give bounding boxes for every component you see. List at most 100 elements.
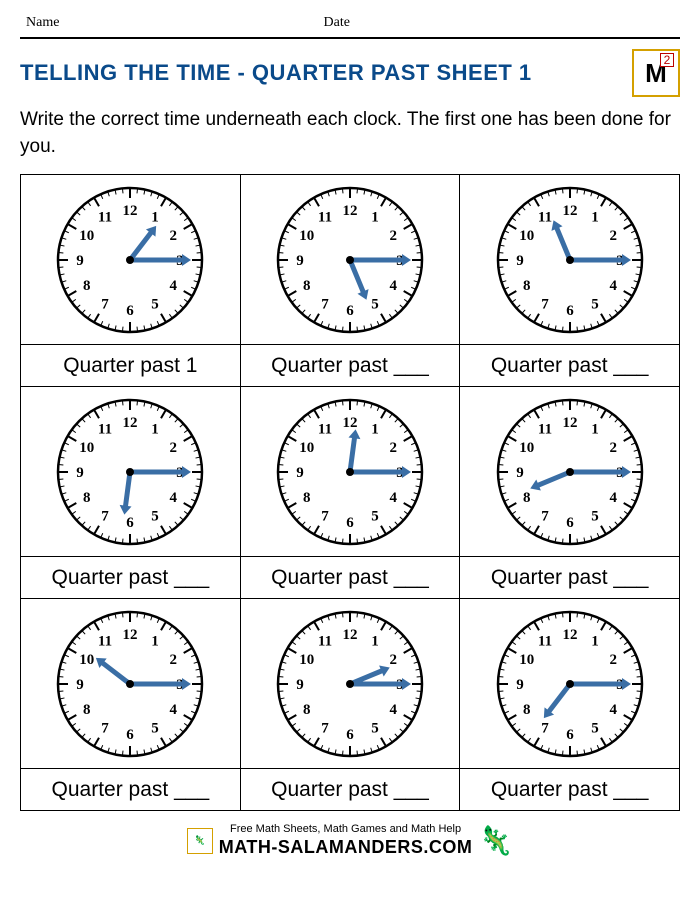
svg-text:1: 1 — [152, 633, 160, 649]
svg-text:5: 5 — [371, 508, 379, 524]
answer-value: ___ — [613, 566, 648, 589]
svg-text:12: 12 — [562, 415, 577, 431]
svg-text:4: 4 — [390, 490, 398, 506]
answer-prefix: Quarter past — [52, 566, 169, 589]
answer-cell[interactable]: Quarter past ___ — [21, 769, 241, 811]
svg-text:11: 11 — [98, 633, 112, 649]
svg-text:4: 4 — [170, 490, 178, 506]
svg-text:1: 1 — [371, 209, 379, 225]
svg-text:11: 11 — [538, 633, 552, 649]
svg-text:4: 4 — [170, 702, 178, 718]
svg-text:6: 6 — [127, 303, 135, 319]
svg-text:7: 7 — [321, 720, 329, 736]
svg-text:12: 12 — [123, 627, 138, 643]
svg-text:6: 6 — [566, 727, 574, 743]
answer-cell[interactable]: Quarter past ___ — [460, 345, 680, 387]
answer-prefix: Quarter past — [271, 778, 388, 801]
svg-text:2: 2 — [390, 440, 398, 456]
svg-text:6: 6 — [127, 727, 135, 743]
answer-value: ___ — [174, 778, 209, 801]
clock-face-icon: 123456789101112 — [50, 180, 210, 340]
svg-text:7: 7 — [102, 296, 110, 312]
svg-text:7: 7 — [541, 720, 549, 736]
footer-url: MATH-SALAMANDERS.COM — [219, 837, 473, 858]
svg-text:7: 7 — [541, 296, 549, 312]
answer-value: ___ — [613, 354, 648, 377]
svg-text:8: 8 — [303, 278, 311, 294]
answer-value: ___ — [394, 354, 429, 377]
svg-text:11: 11 — [98, 209, 112, 225]
answer-value: 1 — [186, 354, 198, 377]
svg-text:1: 1 — [371, 421, 379, 437]
answer-prefix: Quarter past — [271, 566, 388, 589]
svg-text:9: 9 — [296, 465, 304, 481]
svg-text:5: 5 — [371, 296, 379, 312]
answer-cell[interactable]: Quarter past ___ — [240, 557, 460, 599]
svg-text:9: 9 — [77, 253, 85, 269]
svg-text:5: 5 — [591, 720, 599, 736]
grade-number: 2 — [660, 53, 674, 67]
svg-text:12: 12 — [562, 203, 577, 219]
svg-text:11: 11 — [318, 633, 332, 649]
svg-text:6: 6 — [346, 303, 354, 319]
clock-cell: 123456789101112 — [240, 175, 460, 345]
clock-face-icon: 123456789101112 — [270, 604, 430, 764]
svg-text:8: 8 — [303, 490, 311, 506]
svg-text:4: 4 — [609, 278, 617, 294]
answer-cell[interactable]: Quarter past ___ — [240, 345, 460, 387]
clock-face-icon: 123456789101112 — [490, 180, 650, 340]
svg-text:5: 5 — [152, 508, 160, 524]
svg-text:11: 11 — [318, 421, 332, 437]
clock-cell: 123456789101112 — [460, 387, 680, 557]
svg-text:12: 12 — [342, 415, 357, 431]
svg-text:11: 11 — [98, 421, 112, 437]
clock-cell: 123456789101112 — [21, 599, 241, 769]
title-row: TELLING THE TIME - QUARTER PAST SHEET 1 … — [20, 49, 680, 97]
svg-text:1: 1 — [152, 209, 160, 225]
clock-face-icon: 123456789101112 — [270, 392, 430, 552]
svg-text:9: 9 — [516, 253, 524, 269]
answer-cell[interactable]: Quarter past ___ — [460, 557, 680, 599]
svg-text:7: 7 — [102, 720, 110, 736]
svg-text:11: 11 — [318, 209, 332, 225]
svg-text:6: 6 — [346, 727, 354, 743]
svg-text:12: 12 — [342, 203, 357, 219]
clock-cell: 123456789101112 — [21, 175, 241, 345]
date-field-label: Date — [324, 15, 350, 31]
svg-text:2: 2 — [609, 652, 617, 668]
svg-text:8: 8 — [83, 490, 91, 506]
clock-face-icon: 123456789101112 — [50, 604, 210, 764]
svg-text:5: 5 — [152, 720, 160, 736]
svg-text:10: 10 — [519, 440, 534, 456]
svg-text:5: 5 — [152, 296, 160, 312]
svg-text:10: 10 — [80, 652, 95, 668]
answer-cell[interactable]: Quarter past ___ — [21, 557, 241, 599]
svg-text:6: 6 — [566, 303, 574, 319]
instructions-text: Write the correct time underneath each c… — [20, 107, 680, 160]
clock-face-icon: 123456789101112 — [270, 180, 430, 340]
svg-text:8: 8 — [523, 490, 531, 506]
svg-text:1: 1 — [152, 421, 160, 437]
footer-badge-icon: 🦎 — [187, 828, 213, 854]
svg-text:10: 10 — [519, 228, 534, 244]
svg-text:10: 10 — [299, 440, 314, 456]
svg-text:8: 8 — [303, 702, 311, 718]
answer-cell[interactable]: Quarter past 1 — [21, 345, 241, 387]
svg-text:7: 7 — [321, 508, 329, 524]
name-field-label: Name — [26, 15, 59, 31]
svg-text:9: 9 — [77, 677, 85, 693]
svg-text:8: 8 — [523, 278, 531, 294]
svg-text:5: 5 — [591, 508, 599, 524]
svg-text:2: 2 — [390, 228, 398, 244]
svg-text:8: 8 — [83, 702, 91, 718]
svg-text:4: 4 — [609, 702, 617, 718]
answer-cell[interactable]: Quarter past ___ — [240, 769, 460, 811]
answer-value: ___ — [613, 778, 648, 801]
svg-text:10: 10 — [80, 440, 95, 456]
svg-text:1: 1 — [591, 421, 599, 437]
clock-face-icon: 123456789101112 — [50, 392, 210, 552]
answer-cell[interactable]: Quarter past ___ — [460, 769, 680, 811]
svg-text:10: 10 — [299, 228, 314, 244]
footer-tagline: Free Math Sheets, Math Games and Math He… — [219, 823, 473, 835]
svg-text:5: 5 — [371, 720, 379, 736]
